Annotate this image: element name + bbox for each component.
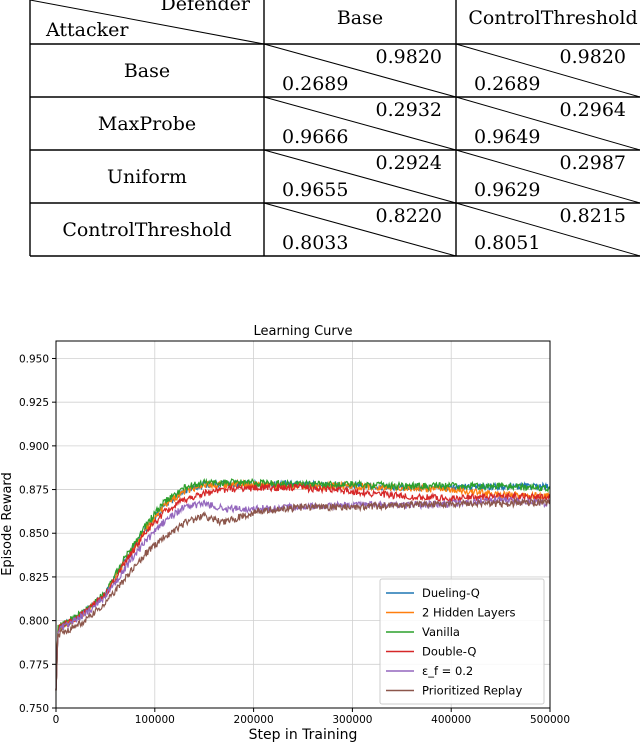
- corner-attacker: Attacker: [45, 19, 129, 41]
- row-header: Base: [124, 60, 170, 82]
- y-tick-label: 0.925: [19, 397, 49, 409]
- column-header: Base: [337, 7, 383, 29]
- cell-lower-value: 0.9655: [282, 179, 348, 201]
- cell-diagonal: [455, 202, 640, 257]
- x-tick-label: 400000: [431, 714, 471, 726]
- cell-diagonal: [263, 149, 457, 204]
- x-tick-label: 200000: [234, 714, 274, 726]
- legend-label: ε_f = 0.2: [422, 664, 473, 678]
- cell-upper-value: 0.9820: [560, 46, 626, 68]
- cell-upper-value: 0.2932: [376, 99, 442, 121]
- cell-diagonal: [263, 202, 457, 257]
- chart-title: Learning Curve: [254, 324, 353, 339]
- y-axis-label: Episode Reward: [0, 472, 15, 576]
- legend-label: 2 Hidden Layers: [422, 606, 516, 620]
- legend-box: [379, 578, 545, 705]
- y-tick-label: 0.875: [19, 485, 49, 497]
- payoff-table: Defender Attacker Base ControlThreshold …: [29, 0, 640, 257]
- cell-upper-value: 0.2987: [560, 152, 626, 174]
- series-line: [55, 478, 551, 691]
- series-line: [55, 477, 551, 691]
- cell-upper-value: 0.2924: [376, 152, 442, 174]
- y-tick-label: 0.900: [19, 441, 49, 453]
- cell-lower-value: 0.9666: [282, 126, 348, 148]
- legend-label: Prioritized Replay: [422, 684, 522, 698]
- y-tick-label: 0.750: [19, 703, 49, 715]
- corner-defender: Defender: [161, 0, 251, 15]
- cell-upper-value: 0.2964: [560, 99, 626, 121]
- cell-diagonal: [455, 149, 640, 204]
- series-line: [55, 482, 551, 691]
- x-tick-label: 300000: [332, 714, 372, 726]
- cell-diagonal: [455, 96, 640, 151]
- legend-label: Vanilla: [422, 625, 460, 639]
- learning-curve-chart: Learning Curve 0 100000 200000 300000 400000…: [0, 324, 570, 743]
- y-tick-label: 0.800: [19, 616, 49, 628]
- x-tick-label: 100000: [135, 714, 175, 726]
- x-tick-label: 0: [53, 714, 60, 726]
- cell-lower-value: 0.8051: [474, 232, 540, 254]
- row-header: MaxProbe: [98, 113, 196, 135]
- cell-lower-value: 0.8033: [282, 232, 348, 254]
- row-header: ControlThreshold: [62, 219, 231, 241]
- column-header: ControlThreshold: [468, 7, 637, 29]
- series-line: [55, 497, 551, 691]
- cell-diagonal: [263, 96, 457, 151]
- cell-upper-value: 0.9820: [376, 46, 442, 68]
- cell-upper-value: 0.8215: [560, 205, 626, 227]
- row-header: Uniform: [107, 166, 187, 188]
- header-diagonal: [29, 0, 265, 45]
- legend-label: Double-Q: [422, 645, 476, 659]
- cell-lower-value: 0.9649: [474, 126, 540, 148]
- plot-frame: [55, 340, 551, 709]
- cell-upper-value: 0.8220: [376, 205, 442, 227]
- legend-label: Dueling-Q: [422, 586, 480, 600]
- cell-diagonal: [263, 43, 457, 98]
- cell-diagonal: [455, 43, 640, 98]
- y-tick-label: 0.950: [19, 353, 49, 365]
- cell-lower-value: 0.2689: [282, 73, 348, 95]
- y-tick-label: 0.850: [19, 528, 49, 540]
- cell-lower-value: 0.9629: [474, 179, 540, 201]
- cell-lower-value: 0.2689: [474, 73, 540, 95]
- y-tick-label: 0.775: [19, 659, 49, 671]
- chart-legend: Dueling-Q 2 Hidden Layers Vanilla Double-Q ε…: [379, 578, 545, 705]
- x-axis-label: Step in Training: [249, 727, 358, 743]
- y-tick-label: 0.825: [19, 572, 49, 584]
- x-tick-label: 500000: [530, 714, 570, 726]
